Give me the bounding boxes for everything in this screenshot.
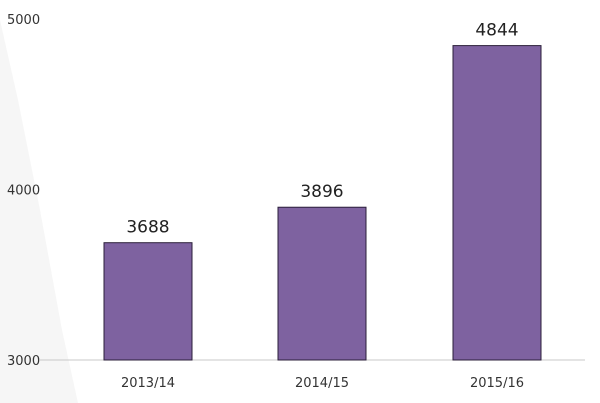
- data-label: 3896: [300, 182, 343, 202]
- y-tick-label: 3000: [7, 354, 40, 369]
- data-label: 4844: [475, 21, 518, 41]
- bar: [277, 206, 367, 361]
- bar: [103, 242, 193, 361]
- category-label: 2015/16: [470, 376, 524, 391]
- background-decoration: [0, 20, 78, 403]
- category-label: 2013/14: [121, 376, 175, 391]
- data-label: 3688: [126, 218, 169, 238]
- bar: [452, 45, 542, 361]
- y-tick-label: 5000: [7, 13, 40, 28]
- data-labels: 3688 3896 4844: [126, 21, 518, 238]
- y-tick-label: 4000: [7, 184, 40, 199]
- category-label: 2014/15: [295, 376, 349, 391]
- category-labels: 2013/14 2014/15 2015/16: [121, 376, 524, 391]
- y-axis-ticks: 3000 4000 5000: [7, 13, 40, 369]
- bars: [103, 45, 542, 361]
- background-shape: [0, 20, 78, 403]
